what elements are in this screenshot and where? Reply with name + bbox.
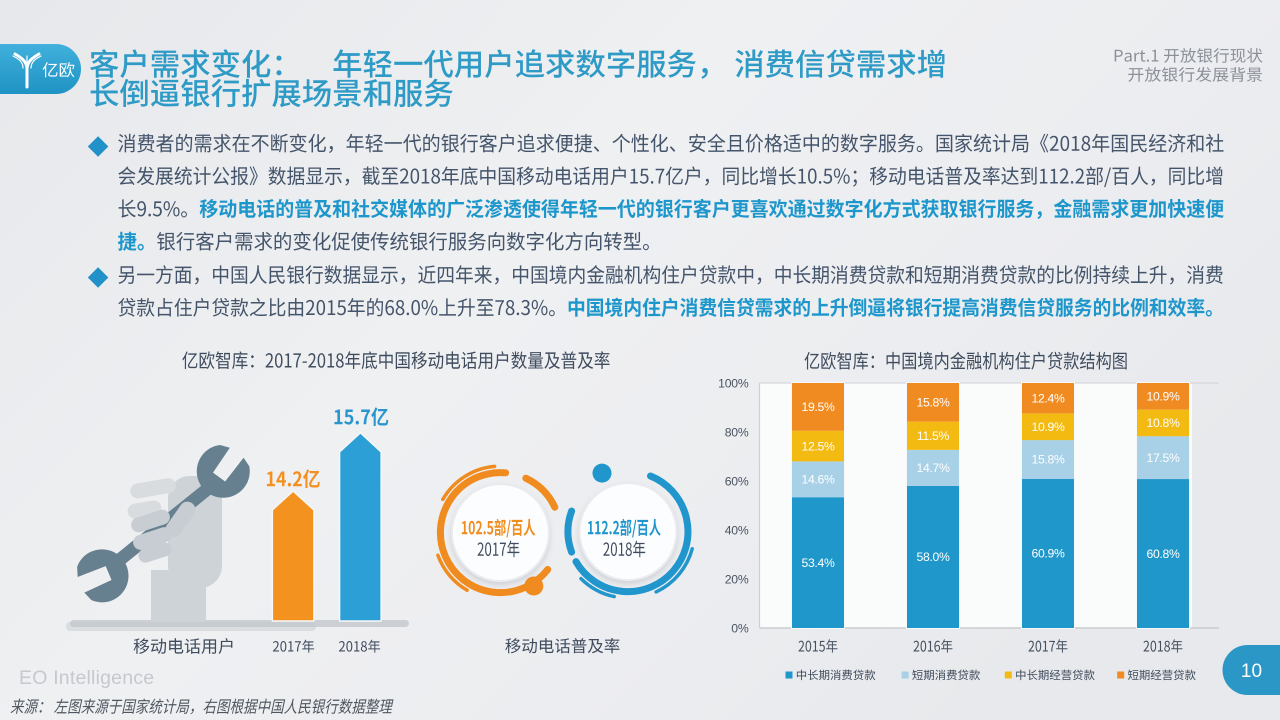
svg-text:12.5%: 12.5% — [801, 439, 835, 453]
svg-text:10.9%: 10.9% — [1031, 420, 1065, 434]
svg-text:15.8%: 15.8% — [916, 396, 950, 410]
svg-text:11.5%: 11.5% — [917, 429, 950, 443]
svg-text:17.5%: 17.5% — [1146, 451, 1180, 465]
svg-text:14.7%: 14.7% — [916, 461, 950, 475]
svg-text:19.5%: 19.5% — [801, 400, 835, 414]
svg-text:10.8%: 10.8% — [1146, 416, 1180, 430]
svg-text:14.6%: 14.6% — [801, 473, 835, 487]
svg-text:12.4%: 12.4% — [1031, 392, 1065, 406]
svg-text:60.8%: 60.8% — [1146, 547, 1180, 561]
svg-text:80%: 80% — [725, 426, 749, 440]
svg-text:20%: 20% — [725, 573, 749, 587]
svg-text:40%: 40% — [725, 524, 749, 538]
svg-text:10.9%: 10.9% — [1146, 390, 1180, 404]
svg-text:0%: 0% — [731, 622, 749, 636]
svg-text:60%: 60% — [725, 475, 749, 489]
svg-text:EO Intelligence: EO Intelligence — [19, 667, 154, 689]
svg-text:100%: 100% — [718, 377, 749, 391]
svg-text:58.0%: 58.0% — [916, 550, 950, 564]
svg-text:53.4%: 53.4% — [801, 556, 835, 570]
svg-text:15.8%: 15.8% — [1031, 453, 1065, 467]
svg-text:10: 10 — [1241, 661, 1262, 682]
svg-text:60.9%: 60.9% — [1031, 547, 1065, 561]
